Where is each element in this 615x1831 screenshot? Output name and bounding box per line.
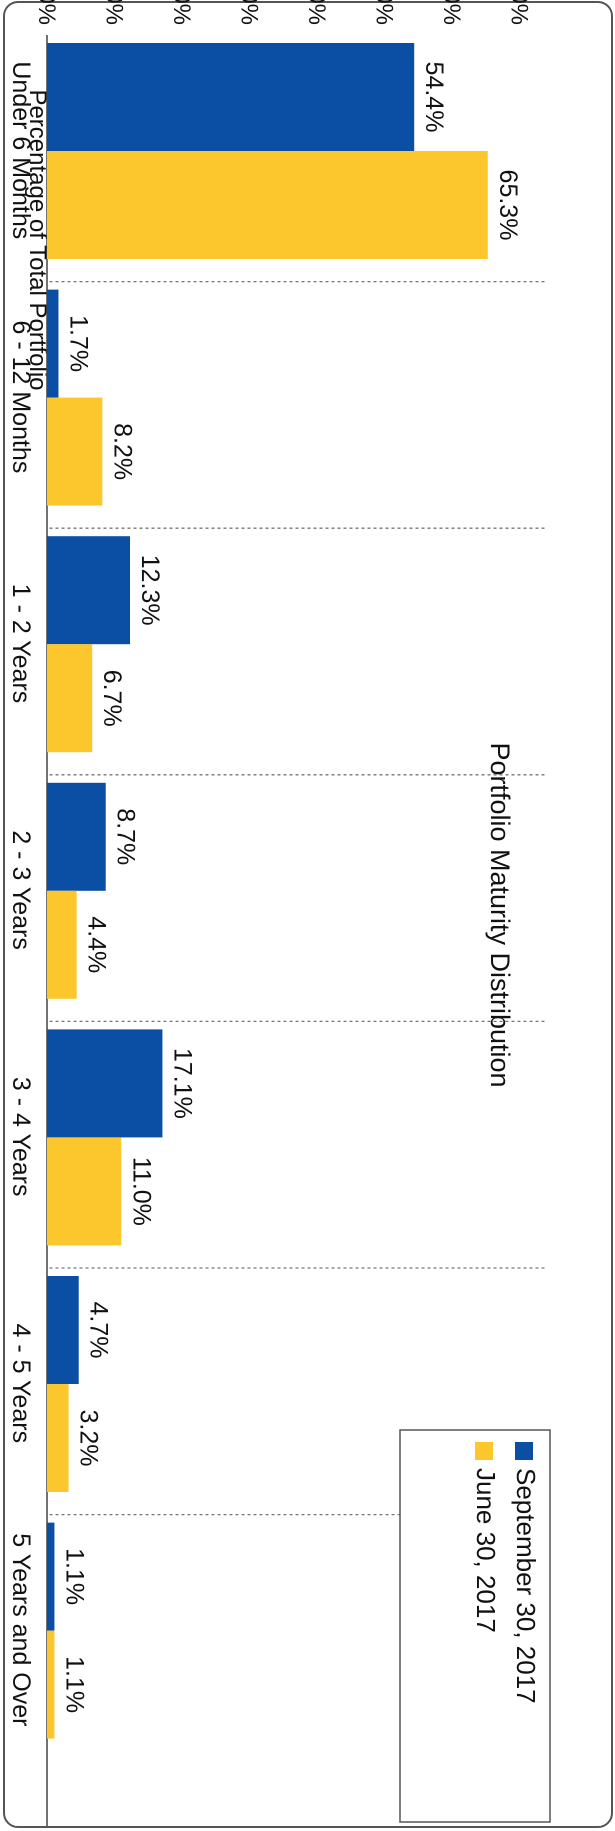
chart-title: Portfolio Maturity Distribution — [485, 742, 515, 1087]
y-tick-label: 40% — [303, 0, 330, 25]
category-separators — [47, 280, 545, 1516]
data-label: 1.7% — [64, 315, 92, 372]
category-labels: Under 6 Months 6 - 12 Months 1 - 2 Years 2 … — [7, 61, 35, 1726]
bar-marks — [46, 43, 488, 1739]
legend-swatch — [475, 1442, 493, 1460]
category-label: 2 - 3 Years — [7, 830, 35, 950]
data-label: 4.4% — [83, 916, 111, 973]
bar-june-3 — [47, 890, 77, 999]
data-label: 4.7% — [85, 1302, 113, 1359]
legend-box — [399, 1429, 551, 1823]
bar-september-5 — [46, 1276, 79, 1384]
legend-label: June 30, 2017 — [471, 1468, 501, 1633]
value-labels: 54.4% 65.3% 1.7% 8.2% 12.3% 6.7% 8.7% 4.4% 17.1%… — [60, 62, 521, 1714]
y-tick-label: 0% — [33, 0, 60, 25]
category-label: 1 - 2 Years — [7, 584, 35, 704]
category-label: 5 Years and Over — [7, 1533, 35, 1726]
legend-swatch — [515, 1442, 533, 1460]
data-label: 6.7% — [98, 670, 126, 727]
data-label: 1.1% — [60, 1656, 88, 1713]
category-label: 4 - 5 Years — [7, 1324, 35, 1444]
chart-frame — [3, 1, 613, 1828]
category-label: 6 - 12 Months — [7, 320, 35, 473]
category-label: 3 - 4 Years — [7, 1077, 35, 1197]
y-tick-label: 60% — [438, 0, 465, 25]
bar-june-6 — [46, 1630, 55, 1739]
bar-june-5 — [46, 1384, 69, 1492]
data-label: 1.1% — [60, 1548, 88, 1605]
y-tick-label: 70% — [506, 0, 533, 25]
y-tick-label: 20% — [168, 0, 195, 25]
data-label: 17.1% — [168, 1048, 196, 1119]
bar-september-0 — [46, 43, 415, 151]
bar-september-6 — [46, 1522, 55, 1631]
bar-september-2 — [46, 536, 131, 645]
bar-september-3 — [47, 782, 106, 891]
bar-june-4 — [47, 1137, 122, 1246]
legend: September 30, 2017 June 30, 2017 — [399, 1429, 551, 1823]
data-label: 65.3% — [494, 170, 522, 241]
y-tick-label: 30% — [236, 0, 263, 25]
legend-label: September 30, 2017 — [511, 1468, 541, 1704]
bar-june-0 — [47, 151, 488, 259]
category-label: Under 6 Months — [7, 61, 35, 239]
bar-september-4 — [46, 1029, 163, 1138]
y-axis-ticks: 0% 10% 20% 30% 40% 50% 60% 70% — [33, 0, 533, 25]
bar-june-1 — [46, 397, 103, 506]
data-label: 54.4% — [420, 62, 448, 133]
bar-june-2 — [46, 644, 93, 753]
y-tick-label: 50% — [371, 0, 398, 25]
data-label: 3.2% — [75, 1410, 103, 1467]
data-label: 8.2% — [108, 423, 136, 480]
data-label: 12.3% — [136, 555, 164, 626]
bar-september-1 — [46, 289, 59, 398]
data-label: 8.7% — [112, 808, 140, 865]
y-tick-label: 10% — [101, 0, 128, 25]
data-label: 11.0% — [127, 1157, 155, 1226]
